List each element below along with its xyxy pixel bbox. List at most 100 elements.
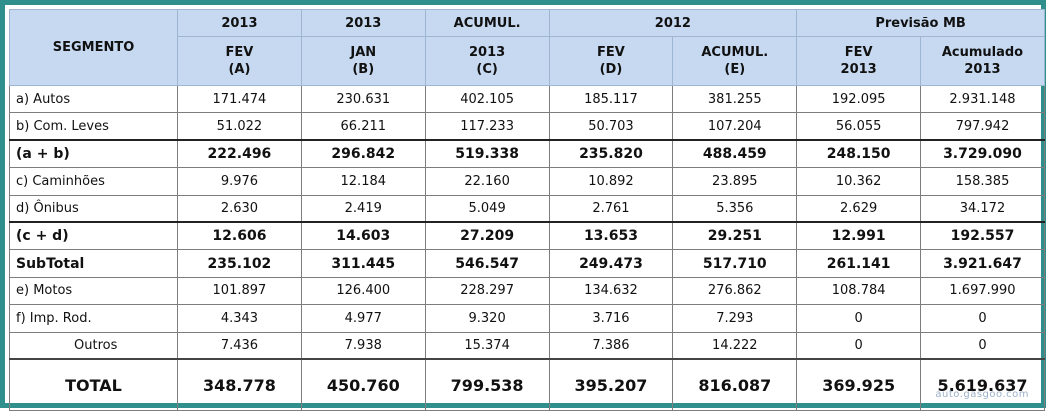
table-row: Outros 7.436 7.938 15.374 7.386 14.222 0 0	[9, 331, 1045, 360]
table-row: (a + b) 222.496 296.842 519.338 235.820 488.4…	[9, 139, 1045, 169]
table-cell: 101.897	[177, 276, 302, 306]
table-cell: 0	[796, 331, 922, 360]
table-cell: 108.784	[796, 276, 922, 306]
table-cell: 311.445	[300, 249, 426, 278]
table-cell: 248.150	[796, 139, 922, 169]
table-cell: 9.320	[424, 304, 550, 333]
header-acumul: ACUMUL.	[424, 9, 550, 37]
table-row: e) Motos 101.897 126.400 228.297 134.632 276.…	[9, 276, 1045, 306]
total-cell: 816.087	[672, 358, 798, 411]
table-cell: 10.362	[796, 167, 922, 196]
table-cell: 517.710	[672, 249, 798, 278]
total-cell: 348.778	[177, 358, 302, 411]
table-cell: 2.931.148	[920, 84, 1045, 114]
total-row: TOTAL 348.778 450.760 799.538 395.207 816.087…	[9, 358, 1045, 411]
table-cell: 488.459	[672, 139, 798, 169]
table-row: d) Ônibus 2.630 2.419 5.049 2.761 5.356 2.629 3…	[9, 194, 1045, 223]
table-cell: 4.343	[177, 304, 302, 333]
table-cell: 5.049	[424, 194, 550, 223]
header-row-years: SEGMENTO 2013 2013 ACUMUL. 2012 Previsão…	[9, 9, 1045, 86]
table-body: a) Autos 171.474 230.631 402.105 185.117 381.…	[9, 84, 1045, 411]
table-cell: 381.255	[672, 84, 798, 114]
table-cell: 12.991	[796, 221, 922, 251]
table-cell: 7.938	[300, 331, 426, 360]
table-cell: 34.172	[920, 194, 1045, 223]
table-cell: 66.211	[300, 112, 426, 141]
table-cell: 7.386	[548, 331, 674, 360]
table-row: a) Autos 171.474 230.631 402.105 185.117 381.…	[9, 84, 1045, 114]
table-cell: 3.729.090	[920, 139, 1045, 169]
table-cell: 23.895	[672, 167, 798, 196]
table-cell: 2.630	[177, 194, 302, 223]
row-label: d) Ônibus	[9, 194, 178, 223]
table-cell: 276.862	[672, 276, 798, 306]
table-cell: 0	[920, 331, 1045, 360]
table-cell: 546.547	[424, 249, 550, 278]
header-year-2012: 2012	[548, 9, 798, 37]
table-cell: 22.160	[424, 167, 550, 196]
table-row: c) Caminhões 9.976 12.184 22.160 10.892 23.89…	[9, 167, 1045, 196]
table-cell: 296.842	[300, 139, 426, 169]
row-label: e) Motos	[9, 276, 178, 306]
table-cell: 15.374	[424, 331, 550, 360]
table-cell: 13.653	[548, 221, 674, 251]
header-col-c: 2013 (C)	[424, 36, 550, 86]
table-cell: 4.977	[300, 304, 426, 333]
table-cell: 117.233	[424, 112, 550, 141]
table-cell: 56.055	[796, 112, 922, 141]
table-cell: 29.251	[672, 221, 798, 251]
table-cell: 185.117	[548, 84, 674, 114]
sales-table: SEGMENTO 2013 2013 ACUMUL. 2012 Previsão…	[9, 9, 1045, 411]
total-cell: 450.760	[300, 358, 426, 411]
table-cell: 171.474	[177, 84, 302, 114]
table-cell: 7.436	[177, 331, 302, 360]
header-year-2013-fev: 2013	[177, 9, 302, 37]
table-cell: 134.632	[548, 276, 674, 306]
header-col-a: FEV (A)	[177, 36, 302, 86]
header-col-e: ACUMUL. (E)	[672, 36, 798, 86]
table-cell: 1.697.990	[920, 276, 1045, 306]
table-row: b) Com. Leves 51.022 66.211 117.233 50.703 10…	[9, 112, 1045, 141]
table-cell: 3.716	[548, 304, 674, 333]
table-cell: 14.222	[672, 331, 798, 360]
table-row: (c + d) 12.606 14.603 27.209 13.653 29.251 12.…	[9, 221, 1045, 251]
table-cell: 230.631	[300, 84, 426, 114]
table-cell: 107.204	[672, 112, 798, 141]
header-previsao: Previsão MB	[796, 9, 1045, 37]
table-cell: 249.473	[548, 249, 674, 278]
table-cell: 0	[796, 304, 922, 333]
table-cell: 2.629	[796, 194, 922, 223]
table-cell: 12.184	[300, 167, 426, 196]
table-cell: 222.496	[177, 139, 302, 169]
table-row: SubTotal 235.102 311.445 546.547 249.473 517.…	[9, 249, 1045, 278]
table-cell: 0	[920, 304, 1045, 333]
table-cell: 519.338	[424, 139, 550, 169]
table-cell: 126.400	[300, 276, 426, 306]
table-cell: 9.976	[177, 167, 302, 196]
header-year-2013-jan: 2013	[300, 9, 426, 37]
total-cell: 395.207	[548, 358, 674, 411]
table-cell: 12.606	[177, 221, 302, 251]
table-cell: 402.105	[424, 84, 550, 114]
table-row: f) Imp. Rod. 4.343 4.977 9.320 3.716 7.293 0 0	[9, 304, 1045, 333]
header-col-d: FEV (D)	[548, 36, 674, 86]
total-cell: 369.925	[796, 358, 922, 411]
row-label: c) Caminhões	[9, 167, 178, 196]
table-cell: 14.603	[300, 221, 426, 251]
table-cell: 228.297	[424, 276, 550, 306]
watermark: auto.gasgoo.com	[935, 389, 1029, 400]
table-cell: 192.095	[796, 84, 922, 114]
total-cell: 5.619.637	[920, 358, 1045, 411]
row-label: a) Autos	[9, 84, 178, 114]
row-label: b) Com. Leves	[9, 112, 178, 141]
table-cell: 7.293	[672, 304, 798, 333]
header-segment: SEGMENTO	[9, 9, 178, 86]
table-cell: 3.921.647	[920, 249, 1045, 278]
table-cell: 2.419	[300, 194, 426, 223]
header-col-fev2013: FEV 2013	[796, 36, 922, 86]
row-label: (c + d)	[9, 221, 178, 251]
row-label: (a + b)	[9, 139, 178, 169]
table-cell: 235.102	[177, 249, 302, 278]
table-cell: 50.703	[548, 112, 674, 141]
